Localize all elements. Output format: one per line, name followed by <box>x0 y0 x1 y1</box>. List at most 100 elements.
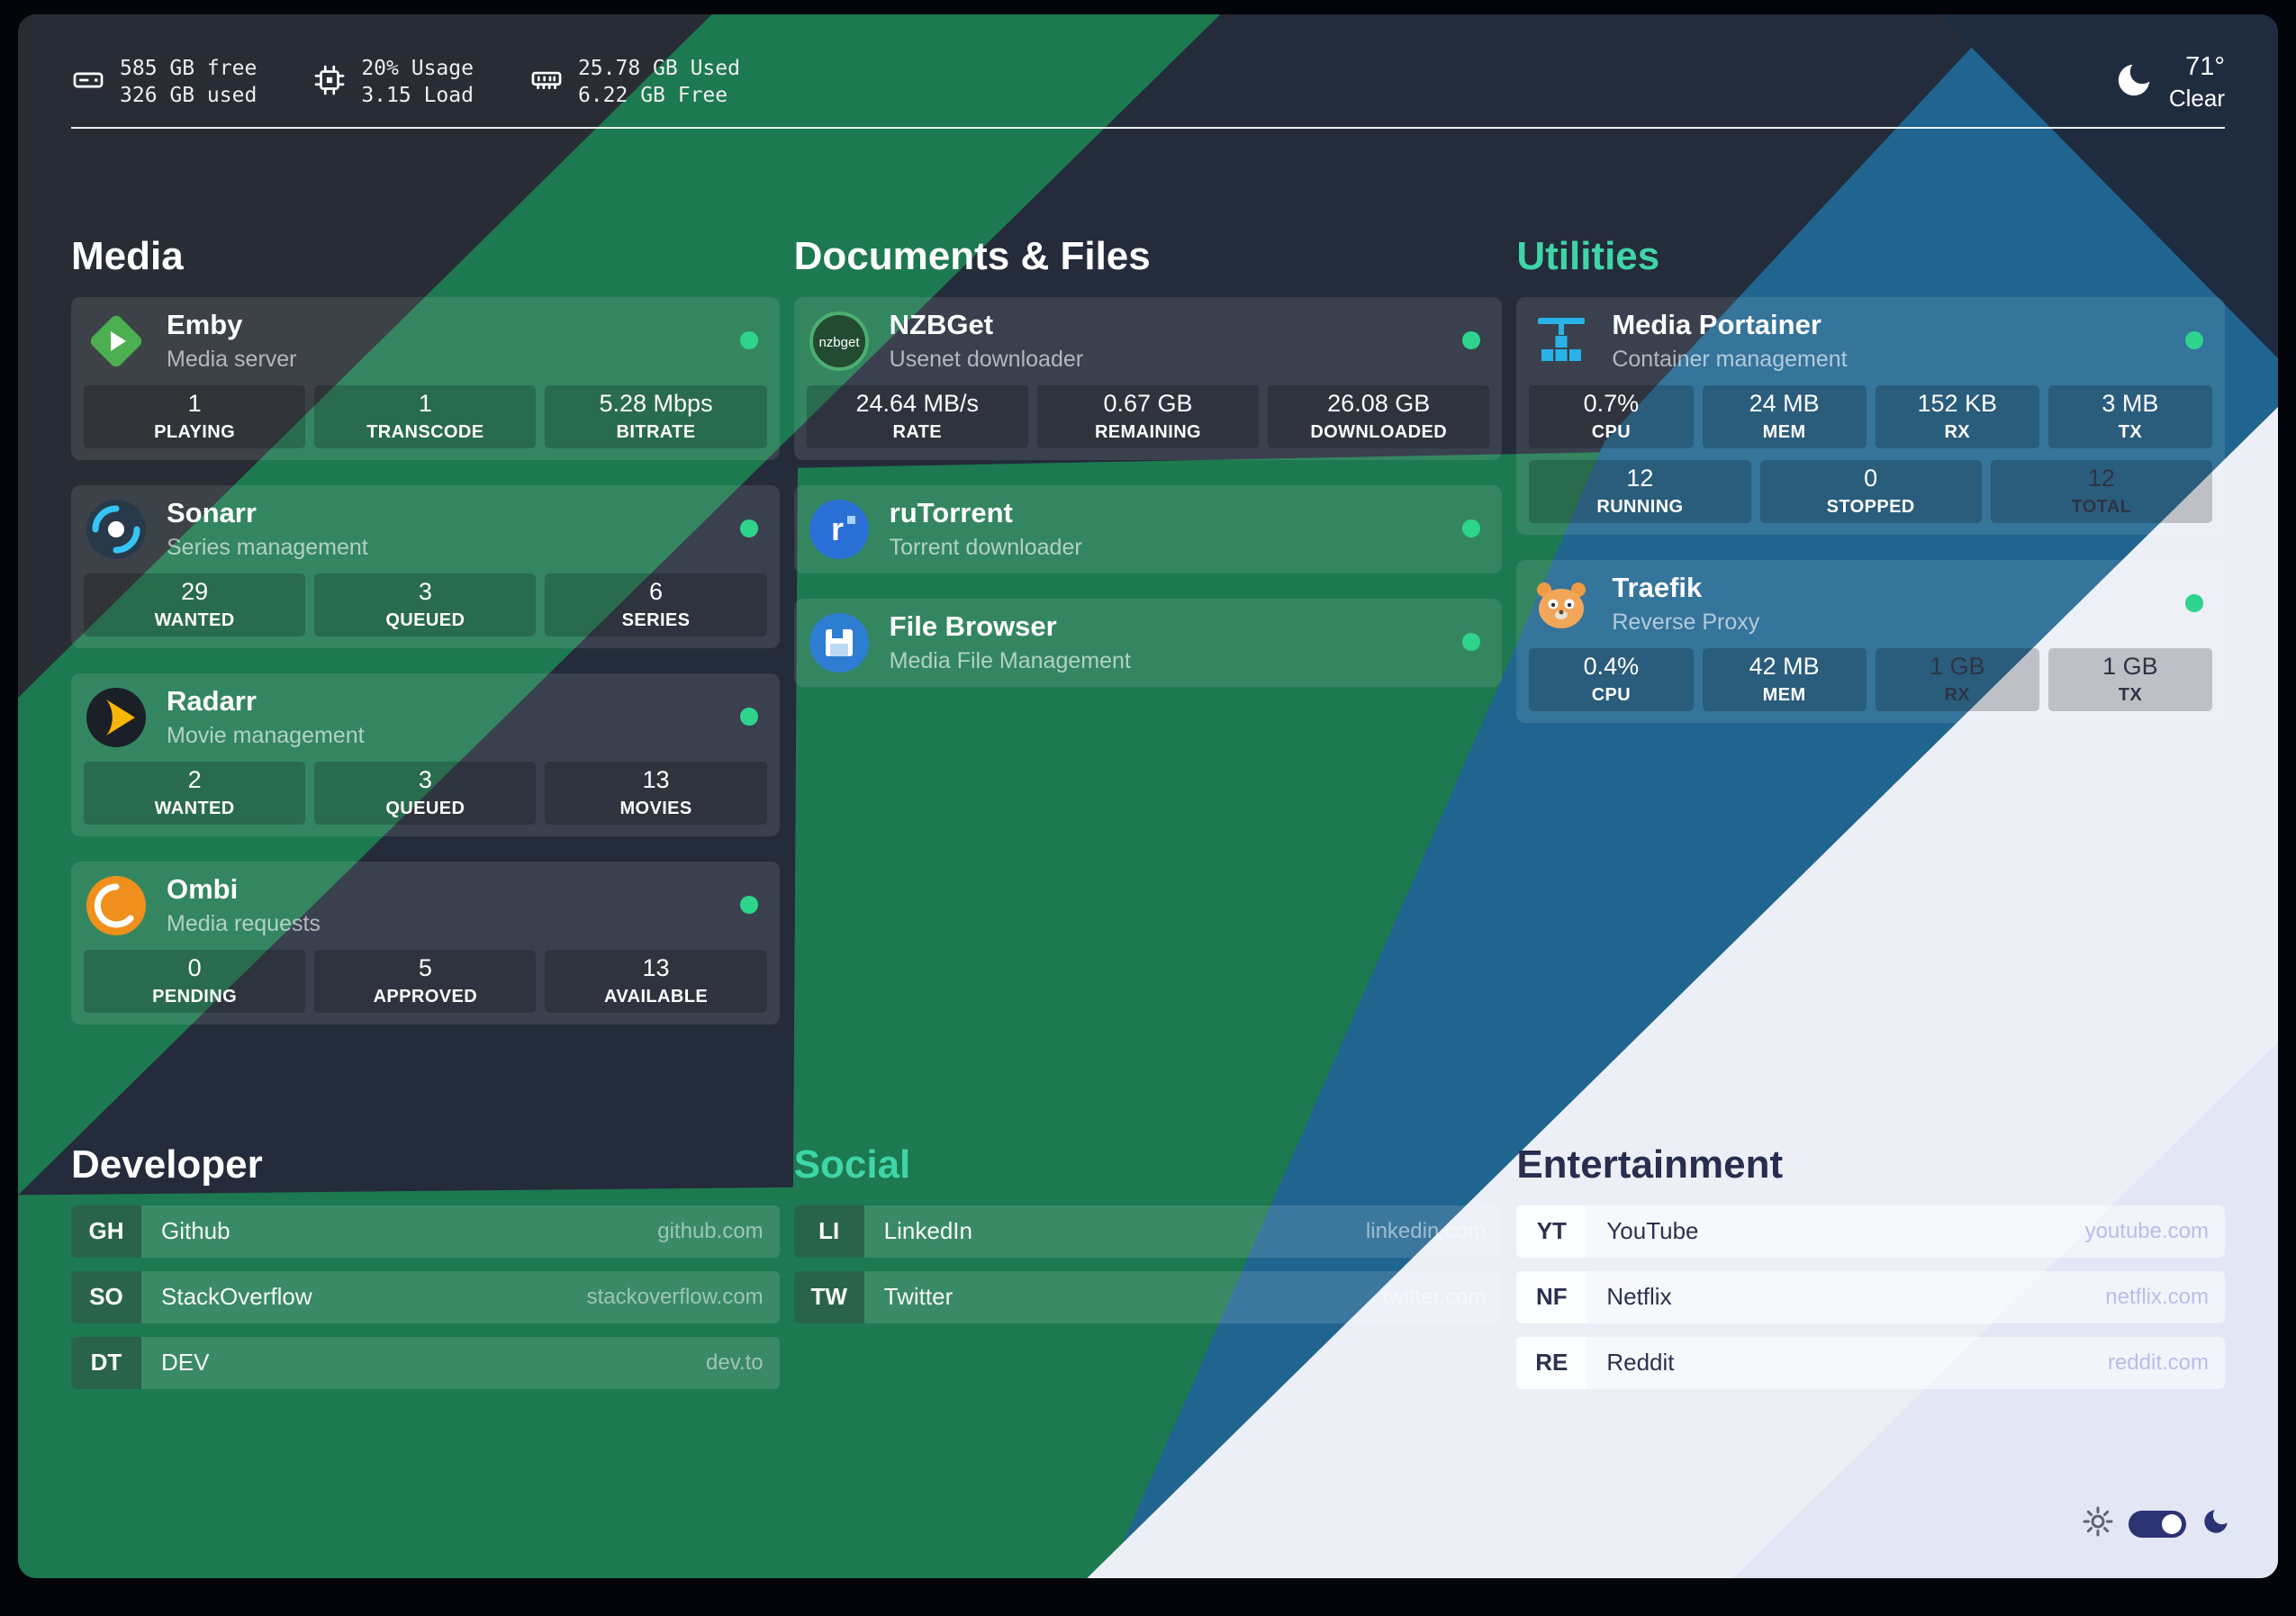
stat-box: 29 WANTED <box>84 573 306 636</box>
app-card-filebrowser[interactable]: File Browser Media File Management <box>793 598 1503 687</box>
bookmark-stackoverflow[interactable]: SO StackOverflow stackoverflow.com <box>71 1270 780 1323</box>
stat-box: 26.08 GB DOWNLOADED <box>1268 384 1490 448</box>
app-card-rutorrent[interactable]: r ruTorrent Torrent downloader <box>793 484 1503 573</box>
stat-box: 152 KB RX <box>1875 384 2039 448</box>
dashboard-page: 585 GB free 326 GB used 20% Usage 3.15 L… <box>18 14 2278 1578</box>
topbar-divider <box>71 127 2225 129</box>
stat-value: 12 <box>1626 465 1654 492</box>
theme-toggle-switch[interactable] <box>2129 1510 2186 1538</box>
cpu-stats: 20% Usage 3.15 Load <box>312 56 474 110</box>
bookmark-url: stackoverflow.com <box>586 1284 764 1309</box>
app-name: File Browser <box>889 610 1057 643</box>
app-card-nzbget[interactable]: nzbget NZBGet Usenet downloader 24.64 MB… <box>793 296 1503 460</box>
stat-label: MEM <box>1762 685 1806 706</box>
stat-value: 0 <box>187 954 202 982</box>
topbar: 585 GB free 326 GB used 20% Usage 3.15 L… <box>71 41 2225 113</box>
bookmarks-grid: Developer GH Github github.com SO StackO… <box>71 1142 2225 1403</box>
stat-value: 2 <box>187 766 202 794</box>
stat-label: RUNNING <box>1596 497 1684 518</box>
stat-box: 0.7% CPU <box>1529 384 1694 448</box>
bookmark-youtube[interactable]: YT YouTube youtube.com <box>1516 1205 2225 1258</box>
status-dot <box>2185 330 2203 349</box>
stat-box: 1 TRANSCODE <box>314 384 537 448</box>
app-description: Media server <box>167 347 297 373</box>
stat-value: 24 MB <box>1749 390 1820 418</box>
bookmark-github[interactable]: GH Github github.com <box>71 1205 780 1258</box>
stat-label: WANTED <box>154 610 235 631</box>
cpu-usage-text: 20% Usage <box>361 56 474 80</box>
rutorrent-icon: r <box>807 497 872 562</box>
app-description: Usenet downloader <box>889 347 1084 373</box>
cpu-load-text: 3.15 Load <box>361 83 474 107</box>
stat-box: 6 SERIES <box>545 573 767 636</box>
bookmark-name: DEV <box>161 1349 210 1377</box>
toggle-knob <box>2162 1513 2182 1534</box>
light-mode-sun-icon[interactable] <box>2082 1505 2114 1542</box>
stat-box: 3 MB TX <box>2047 384 2213 448</box>
bookmark-name: Netflix <box>1606 1283 1672 1311</box>
bookmark-linkedin[interactable]: LI LinkedIn linkedin.com <box>793 1205 1503 1258</box>
filebrowser-icon <box>807 610 872 675</box>
stat-box: 0 PENDING <box>84 949 306 1013</box>
bookmark-name: StackOverflow <box>161 1283 312 1311</box>
bookmark-netflix[interactable]: NF Netflix netflix.com <box>1516 1270 2225 1323</box>
app-card-portainer[interactable]: Media Portainer Container management 0.7… <box>1516 296 2225 535</box>
stat-label: APPROVED <box>373 987 478 1007</box>
app-card-sonarr[interactable]: Sonarr Series management 29 WANTED 3 QUE… <box>71 484 780 648</box>
bookmark-abbr: GH <box>71 1205 141 1258</box>
app-description: Media File Management <box>889 648 1131 674</box>
app-name: ruTorrent <box>889 497 1013 529</box>
stat-label: CPU <box>1591 685 1632 706</box>
stat-value: 0.67 GB <box>1103 390 1193 418</box>
bookmark-dev[interactable]: DT DEV dev.to <box>71 1336 780 1389</box>
stat-box: 24 MB MEM <box>1702 384 1867 448</box>
bookmark-abbr: DT <box>71 1336 141 1389</box>
app-name: Radarr <box>167 685 257 718</box>
entertainment-section: Entertainment YT YouTube youtube.com NF … <box>1516 1142 2225 1403</box>
bookmark-reddit[interactable]: RE Reddit reddit.com <box>1516 1336 2225 1389</box>
status-dot <box>739 330 758 349</box>
app-name: Sonarr <box>167 497 257 529</box>
app-description: Series management <box>167 535 368 561</box>
stat-value: 42 MB <box>1749 653 1820 681</box>
stat-box: 13 MOVIES <box>545 761 767 825</box>
status-dot <box>1462 632 1481 651</box>
stat-box: 12 RUNNING <box>1529 459 1751 523</box>
status-dot <box>1462 330 1481 349</box>
app-card-ombi[interactable]: Ombi Media requests 0 PENDING 5 APPROVED <box>71 861 780 1025</box>
memory-used-text: 25.78 GB Used <box>577 56 740 80</box>
stat-value: 26.08 GB <box>1327 390 1431 418</box>
disk-free-text: 585 GB free <box>120 56 258 80</box>
stat-value: 1 <box>187 390 202 418</box>
stat-value: 1 <box>418 390 432 418</box>
dark-mode-moon-icon[interactable] <box>2201 1506 2231 1541</box>
stat-value: 13 <box>642 954 670 982</box>
bookmark-url: netflix.com <box>2105 1284 2209 1309</box>
bookmark-url: linkedin.com <box>1365 1218 1487 1243</box>
app-card-radarr[interactable]: Radarr Movie management 2 WANTED 3 QUEUE… <box>71 673 780 836</box>
stat-box: 24.64 MB/s RATE <box>806 384 1028 448</box>
bookmark-name: Twitter <box>883 1283 954 1311</box>
app-description: Media requests <box>167 911 321 937</box>
stat-box: 1 GB RX <box>1875 647 2039 711</box>
traefik-icon <box>1529 572 1594 636</box>
stat-value: 3 <box>418 578 432 606</box>
bookmark-twitter[interactable]: TW Twitter twitter.com <box>793 1270 1503 1323</box>
stat-label: TX <box>2118 685 2143 706</box>
app-card-emby[interactable]: Emby Media server 1 PLAYING 1 TRANSCODE <box>71 296 780 460</box>
stat-value: 0.4% <box>1583 653 1640 681</box>
stat-value: 29 <box>181 578 209 606</box>
app-card-traefik[interactable]: Traefik Reverse Proxy 0.4% CPU 42 MB MEM <box>1516 559 2225 723</box>
bookmark-url: twitter.com <box>1382 1284 1487 1309</box>
bookmark-abbr: NF <box>1516 1270 1587 1323</box>
weather-moon-icon <box>2113 59 2155 105</box>
svg-text:nzbget: nzbget <box>818 335 860 350</box>
nzbget-icon: nzbget <box>807 309 872 374</box>
hdd-icon <box>71 63 105 102</box>
section-title-social: Social <box>793 1142 911 1187</box>
stat-value: 3 <box>418 766 432 794</box>
disk-used-text: 326 GB used <box>120 83 258 107</box>
disk-stats: 585 GB free 326 GB used <box>71 56 257 110</box>
portainer-icon <box>1529 309 1594 374</box>
